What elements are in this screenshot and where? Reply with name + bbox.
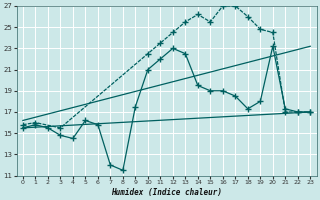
X-axis label: Humidex (Indice chaleur): Humidex (Indice chaleur) — [111, 188, 222, 197]
